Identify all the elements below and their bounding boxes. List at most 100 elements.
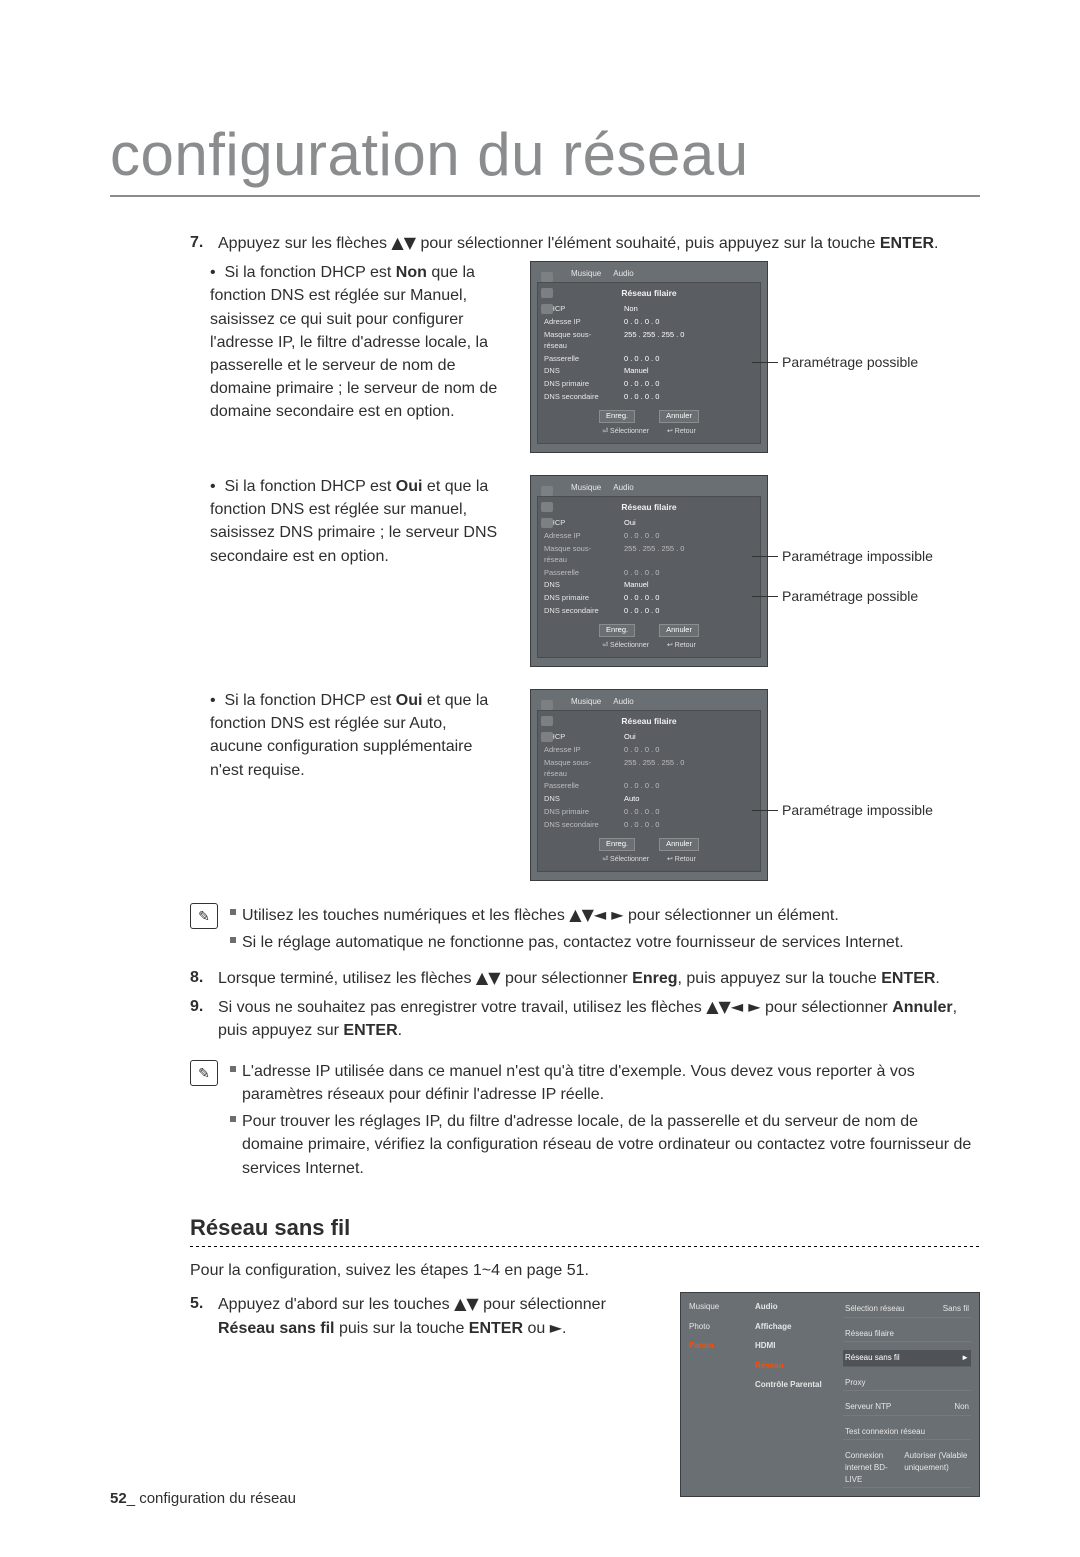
footer-label: Sélectionner bbox=[610, 428, 649, 435]
row-value: 255 . 255 . 255 . 0 bbox=[624, 758, 684, 780]
text: . bbox=[934, 235, 938, 252]
note-block: ✎ Utilisez les touches numériques et les… bbox=[190, 903, 980, 958]
content: 7. Appuyez sur les flèches ▲▼ pour sélec… bbox=[110, 231, 980, 1497]
menu-row[interactable]: Serveur NTPNon bbox=[843, 1399, 971, 1416]
tab-label: Musique bbox=[571, 696, 601, 708]
row-value: 255 . 255 . 255 . 0 bbox=[624, 544, 684, 566]
row-label: Passerelle bbox=[544, 568, 614, 579]
row-label: Adresse IP bbox=[544, 531, 614, 542]
arrow-right-icon: ► bbox=[550, 1318, 562, 1337]
cancel-button[interactable]: Annuler bbox=[659, 838, 699, 851]
menu-item[interactable]: Musique bbox=[689, 1301, 747, 1313]
callout: Paramétrage possible bbox=[782, 352, 918, 372]
footer-text: configuration du réseau bbox=[139, 1490, 296, 1507]
wifi-block: 5. Appuyez d'abord sur les touches ▲▼ po… bbox=[190, 1292, 980, 1497]
row-label: DHCP bbox=[544, 518, 614, 529]
arrows-icon: ▲▼ bbox=[391, 233, 416, 252]
step-9: 9. Si vous ne souhaitez pas enregistrer … bbox=[190, 995, 980, 1042]
step-text: Lorsque terminé, utilisez les flèches ▲▼… bbox=[218, 966, 940, 990]
cancel-button[interactable]: Annuler bbox=[659, 624, 699, 637]
square-icon bbox=[230, 937, 236, 943]
row-value: 0 . 0 . 0 . 0 bbox=[624, 745, 659, 756]
row-value: 0 . 0 . 0 . 0 bbox=[624, 354, 659, 365]
cancel-button[interactable]: Annuler bbox=[659, 410, 699, 423]
save-button[interactable]: Enreg. bbox=[599, 624, 635, 637]
note-lines: Utilisez les touches numériques et les f… bbox=[230, 903, 904, 958]
row-value: Manuel bbox=[624, 580, 649, 591]
menu-item[interactable]: Param. bbox=[689, 1340, 747, 1352]
arrows-icon: ▲▼ bbox=[454, 1294, 479, 1313]
panel: Réseau filaire DHCP Oui Adresse IP 0 . 0 .… bbox=[537, 496, 761, 658]
row-label: DNS primaire bbox=[544, 379, 614, 390]
menu-row[interactable]: Proxy bbox=[843, 1375, 971, 1392]
menu-row[interactable]: Réseau filaire bbox=[843, 1326, 971, 1343]
menu-col-c: Sélection réseauSans fil Réseau filaire Ré… bbox=[843, 1301, 971, 1488]
bullet-icon: • bbox=[210, 475, 220, 498]
row-value: 0 . 0 . 0 . 0 bbox=[624, 606, 659, 617]
tab-label: Musique bbox=[571, 268, 601, 280]
side-icons bbox=[537, 696, 553, 742]
row-label: DNS bbox=[544, 794, 614, 805]
menu-item[interactable]: Contrôle Parental bbox=[755, 1379, 835, 1391]
callouts: Paramétrage possible bbox=[782, 342, 918, 372]
footer-label: Sélectionner bbox=[610, 642, 649, 649]
bullet-icon: • bbox=[210, 689, 220, 712]
row-value: 0 . 0 . 0 . 0 bbox=[624, 593, 659, 604]
menu-row[interactable]: Connexion internet BD-LIVEAutoriser (Val… bbox=[843, 1448, 971, 1488]
menu-item[interactable]: HDMI bbox=[755, 1340, 835, 1352]
bold: Annuler bbox=[892, 999, 952, 1016]
step-5: 5. Appuyez d'abord sur les touches ▲▼ po… bbox=[190, 1292, 650, 1340]
arrows-icon: ▲▼ bbox=[476, 968, 501, 987]
row-label: Adresse IP bbox=[544, 317, 614, 328]
screenshot-dhcp-oui-manuel: MusiqueAudio Réseau filaire DHCPOui Adre… bbox=[530, 475, 768, 667]
footer-label: Retour bbox=[675, 642, 696, 649]
screenshot-wifi-menu: Musique Photo Param. Audio Affichage HDM… bbox=[680, 1292, 980, 1497]
square-icon bbox=[230, 1066, 236, 1072]
menu-row[interactable]: Test connexion réseau bbox=[843, 1424, 971, 1441]
square-icon bbox=[230, 1116, 236, 1122]
save-button[interactable]: Enreg. bbox=[599, 838, 635, 851]
arrows-icon: ▲▼◄ ► bbox=[569, 905, 623, 924]
row-value: Oui bbox=[624, 518, 636, 529]
bold: Réseau sans fil bbox=[218, 1320, 335, 1337]
panel-title: Réseau filaire bbox=[544, 287, 754, 299]
panel-title: Réseau filaire bbox=[544, 501, 754, 513]
note-block: ✎ L'adresse IP utilisée dans ce manuel n… bbox=[190, 1060, 980, 1184]
menu-item[interactable]: Photo bbox=[689, 1321, 747, 1333]
callout: Paramétrage impossible bbox=[782, 800, 933, 820]
step-text: Appuyez sur les flèches ▲▼ pour sélectio… bbox=[218, 231, 939, 255]
note-text: L'adresse IP utilisée dans ce manuel n'e… bbox=[242, 1060, 980, 1106]
step-7: 7. Appuyez sur les flèches ▲▼ pour sélec… bbox=[190, 231, 980, 255]
section-rule bbox=[190, 1246, 980, 1247]
step-text: Si vous ne souhaitez pas enregistrer vot… bbox=[218, 995, 980, 1042]
panel: Réseau filaire DHCPOui Adresse IP0 . 0 .… bbox=[537, 710, 761, 872]
row-label: Masque sous-réseau bbox=[544, 330, 614, 352]
menu-item[interactable]: Audio bbox=[755, 1301, 835, 1313]
row-label: DNS secondaire bbox=[544, 606, 614, 617]
menu-item[interactable]: Affichage bbox=[755, 1321, 835, 1333]
step-8: 8. Lorsque terminé, utilisez les flèches… bbox=[190, 966, 980, 990]
row-value: 0 . 0 . 0 . 0 bbox=[624, 807, 659, 818]
side-icons bbox=[537, 482, 553, 528]
screenshot-dhcp-non: MusiqueAudio Réseau filaire DHCPNon Adre… bbox=[530, 261, 768, 453]
footer-label: Sélectionner bbox=[610, 856, 649, 863]
wifi-intro: Pour la configuration, suivez les étapes… bbox=[190, 1259, 980, 1282]
row-label: Masque sous-réseau bbox=[544, 758, 614, 780]
case-text: • Si la fonction DHCP est Oui et que la … bbox=[210, 475, 500, 568]
step-num: 9. bbox=[190, 995, 210, 1042]
menu-item[interactable]: Réseau bbox=[755, 1360, 835, 1372]
text: Si la fonction DHCP est Non que la fonct… bbox=[210, 264, 497, 420]
screenshot-area: MusiqueAudio Réseau filaire DHCPNon Adre… bbox=[530, 261, 918, 453]
enter-key: ENTER bbox=[469, 1320, 523, 1337]
tab-label: Audio bbox=[613, 482, 633, 494]
row-value: Auto bbox=[624, 794, 639, 805]
tab-label: Audio bbox=[613, 696, 633, 708]
menu-row[interactable]: Sélection réseauSans fil bbox=[843, 1301, 971, 1318]
save-button[interactable]: Enreg. bbox=[599, 410, 635, 423]
row-label: DHCP bbox=[544, 304, 614, 315]
row-label: Adresse IP bbox=[544, 745, 614, 756]
row-label: DNS secondaire bbox=[544, 820, 614, 831]
menu-row[interactable]: Réseau sans fil► bbox=[843, 1350, 971, 1367]
arrows-icon: ▲▼◄ ► bbox=[706, 997, 760, 1016]
row-label: DNS bbox=[544, 580, 614, 591]
